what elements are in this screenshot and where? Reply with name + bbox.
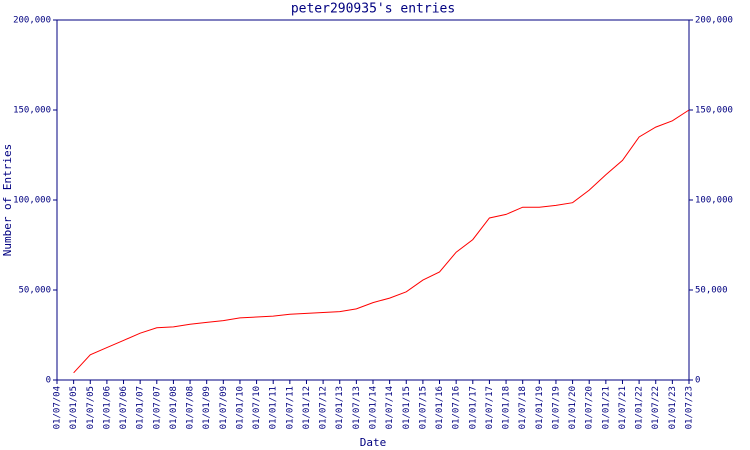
x-tick-label: 01/01/06	[102, 386, 112, 429]
x-tick-label: 01/07/17	[485, 386, 495, 429]
x-tick-label: 01/01/05	[69, 386, 79, 429]
x-tick-label: 01/07/09	[219, 386, 229, 429]
x-tick-label: 01/01/22	[635, 386, 645, 429]
x-tick-label: 01/01/17	[468, 386, 478, 429]
y2-tick-label: 200,000	[695, 16, 733, 26]
y2-tick-label: 150,000	[695, 106, 733, 116]
x-tick-label: 01/07/10	[252, 386, 262, 429]
x-tick-label: 01/07/22	[651, 386, 661, 429]
x-tick-label: 01/07/16	[452, 386, 462, 429]
x-tick-label: 01/07/14	[385, 386, 395, 429]
x-tick-label: 01/07/15	[418, 386, 428, 429]
plot-frame	[56, 19, 690, 381]
x-tick-label: 01/07/05	[86, 386, 96, 429]
x-tick-label: 01/01/08	[169, 386, 179, 429]
x-tick-label: 01/07/11	[285, 386, 295, 429]
x-tick-label: 01/07/21	[618, 386, 628, 429]
x-tick-label: 01/07/20	[585, 386, 595, 429]
y2-tick-label: 100,000	[695, 196, 733, 206]
x-tick-label: 01/07/07	[152, 386, 162, 429]
y2-tick-label: 50,000	[695, 286, 728, 296]
x-tick-label: 01/01/21	[601, 386, 611, 429]
y-tick-label: 100,000	[13, 196, 51, 206]
x-tick-label: 01/01/13	[335, 386, 345, 429]
x-tick-label: 01/07/19	[551, 386, 561, 429]
x-tick-label: 01/01/23	[668, 386, 678, 429]
x-axis-title: Date	[360, 436, 387, 449]
y-axis-title: Number of Entries	[1, 144, 14, 257]
x-tick-label: 01/01/15	[402, 386, 412, 429]
x-tick-label: 01/01/09	[202, 386, 212, 429]
y-tick-label: 50,000	[18, 286, 51, 296]
x-tick-label: 01/07/04	[53, 386, 63, 429]
y-tick-label: 150,000	[13, 106, 51, 116]
chart-title: peter290935's entries	[291, 2, 455, 17]
x-tick-label: 01/01/14	[369, 386, 379, 429]
x-tick-label: 01/01/16	[435, 386, 445, 429]
x-tick-label: 01/07/08	[186, 386, 196, 429]
y-tick-label: 0	[46, 376, 51, 386]
x-tick-label: 01/01/11	[269, 386, 279, 429]
x-tick-label: 01/07/23	[685, 386, 695, 429]
x-tick-label: 01/07/13	[352, 386, 362, 429]
y-tick-label: 200,000	[13, 16, 51, 26]
x-tick-label: 01/01/18	[502, 386, 512, 429]
x-tick-label: 01/01/10	[235, 386, 245, 429]
x-tick-label: 01/01/19	[535, 386, 545, 429]
x-tick-label: 01/01/12	[302, 386, 312, 429]
x-tick-label: 01/07/18	[518, 386, 528, 429]
x-tick-label: 01/01/20	[568, 386, 578, 429]
x-tick-label: 01/07/12	[319, 386, 329, 429]
x-tick-label: 01/01/07	[136, 386, 146, 429]
data-line	[73, 109, 690, 374]
x-tick-label: 01/07/06	[119, 386, 129, 429]
y2-tick-label: 0	[695, 376, 700, 386]
